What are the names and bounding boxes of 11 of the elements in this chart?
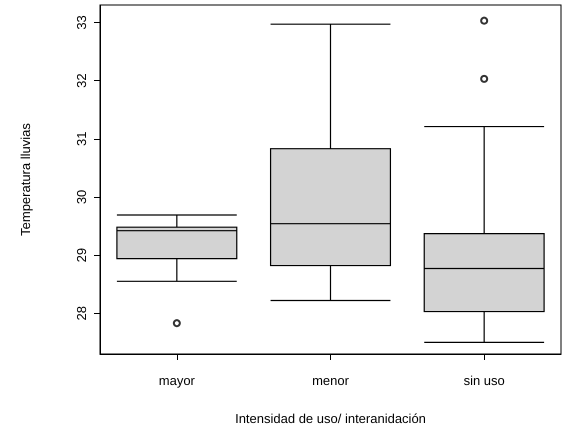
x-tick-label: menor — [312, 373, 350, 388]
y-axis-title: Temperatura lluvias — [18, 122, 33, 236]
y-tick-label: 31 — [74, 132, 89, 146]
y-tick-label: 33 — [74, 15, 89, 30]
x-tick-label: mayor — [158, 373, 196, 388]
y-tick-label: 28 — [74, 306, 89, 321]
y-tick-label: 32 — [74, 73, 89, 88]
y-tick-label: 29 — [74, 248, 89, 262]
x-axis-title: Intensidad de uso/ interanidación — [235, 411, 426, 426]
y-tick-label: 30 — [74, 190, 89, 204]
x-tick-label: sin uso — [464, 373, 505, 388]
